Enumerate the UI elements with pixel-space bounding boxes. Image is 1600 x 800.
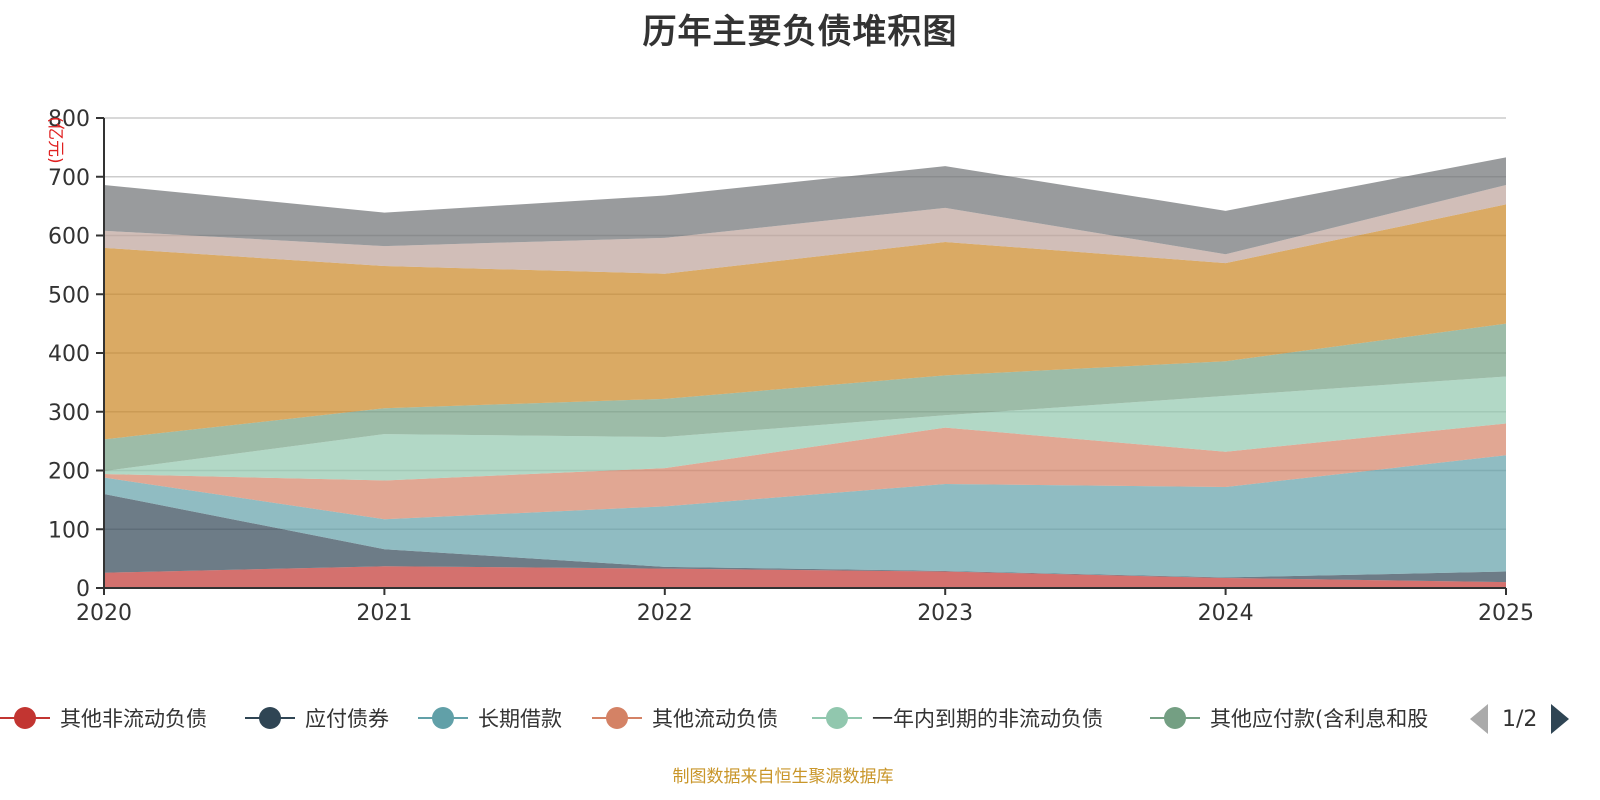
- legend-pager: 1/2: [1470, 703, 1570, 735]
- chart-title: 历年主要负债堆积图: [642, 12, 958, 52]
- y-tick-label: 100: [48, 518, 90, 543]
- area-series-7[interactable]: [104, 184, 1506, 274]
- legend-item[interactable]: 长期借款: [418, 700, 562, 736]
- area-series-4[interactable]: [104, 376, 1506, 481]
- legend-item[interactable]: 其他流动负债: [592, 700, 778, 736]
- legend-marker-icon: [418, 706, 468, 730]
- y-tick-label: 700: [48, 166, 90, 191]
- legend-item[interactable]: 其他应付款(含利息和股: [1150, 700, 1428, 736]
- legend-marker-icon: [1150, 706, 1200, 730]
- legend-label: 其他非流动负债: [60, 707, 207, 731]
- legend-label: 其他流动负债: [652, 707, 778, 731]
- x-tick-label: 2020: [76, 601, 132, 626]
- legend-label: 应付债券: [305, 707, 389, 731]
- area-series-6[interactable]: [104, 204, 1506, 440]
- area-series-1[interactable]: [104, 494, 1506, 583]
- legend-prev-page-icon[interactable]: [1470, 704, 1488, 734]
- legend-item[interactable]: 一年内到期的非流动负债: [812, 700, 1103, 736]
- area-series-8[interactable]: [104, 157, 1506, 255]
- y-tick-label: 200: [48, 460, 90, 485]
- area-series-0[interactable]: [104, 566, 1506, 588]
- axes: [96, 117, 1507, 595]
- legend-item[interactable]: 应付债券: [245, 700, 389, 736]
- legend-marker-icon: [812, 706, 862, 730]
- data-source-note: 制图数据来自恒生聚源数据库: [672, 767, 894, 787]
- x-tick-label: 2023: [917, 601, 973, 626]
- legend-marker-icon: [592, 706, 642, 730]
- legend-label: 其他应付款(含利息和股: [1210, 707, 1429, 731]
- x-tick-label: 2021: [356, 601, 412, 626]
- area-series: [104, 157, 1506, 588]
- y-tick-label: 600: [48, 225, 90, 250]
- area-series-2[interactable]: [104, 455, 1506, 578]
- x-tick-label: 2024: [1198, 601, 1254, 626]
- y-axis-unit-label: (亿元): [45, 116, 65, 163]
- area-series-5[interactable]: [104, 323, 1506, 472]
- area-series-3[interactable]: [104, 423, 1506, 520]
- legend-marker-icon: [0, 706, 50, 730]
- legend-label: 长期借款: [478, 707, 562, 731]
- x-tick-label: 2025: [1478, 601, 1534, 626]
- y-tick-label: 400: [48, 342, 90, 367]
- y-tick-label: 500: [48, 283, 90, 308]
- x-tick-label: 2022: [637, 601, 693, 626]
- y-tick-label: 800: [48, 107, 90, 132]
- legend-marker-icon: [245, 706, 295, 730]
- y-tick-label: 0: [76, 577, 90, 602]
- x-axis-labels: 2020 2021 2022 2023 2024 2025: [76, 601, 1534, 626]
- legend-label: 一年内到期的非流动负债: [872, 707, 1103, 731]
- y-tick-label: 300: [48, 401, 90, 426]
- legend-page-indicator: 1/2: [1502, 706, 1538, 732]
- legend: 其他非流动负债 应付债券 长期借款 其他流动负债 一年内到期的非流动负债 其他应付款(含利…: [0, 700, 1600, 736]
- legend-next-page-icon[interactable]: [1551, 704, 1570, 734]
- legend-item[interactable]: 其他非流动负债: [0, 700, 207, 736]
- y-axis-labels: 0 100 200 300 400 500 600 700 800: [48, 107, 90, 602]
